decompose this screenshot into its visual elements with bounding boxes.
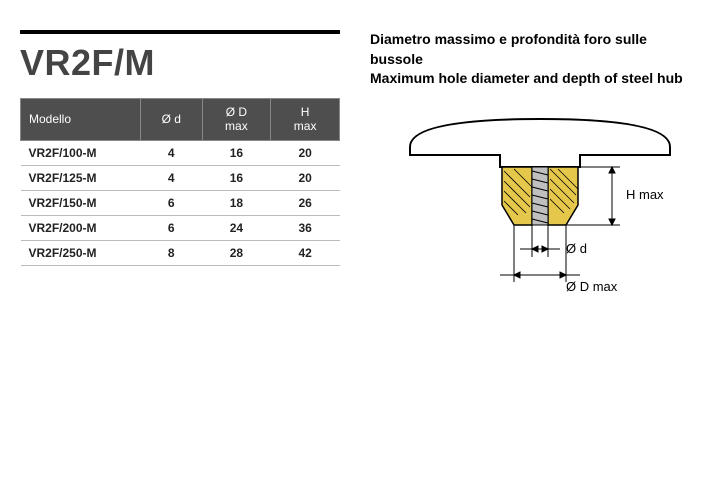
spec-table: Modello Ø d Ø Dmax Hmax VR2F/100-M41620V… <box>20 98 340 266</box>
col-H: Hmax <box>271 99 340 141</box>
cell-value: 26 <box>271 190 340 215</box>
cell-model: VR2F/125-M <box>21 165 141 190</box>
description-en: Maximum hole diameter and depth of steel… <box>370 69 700 89</box>
cell-value: 28 <box>202 240 271 265</box>
table-row: VR2F/150-M61826 <box>21 190 340 215</box>
product-model-title: VR2F/M <box>20 42 340 84</box>
cell-value: 6 <box>141 215 203 240</box>
cell-value: 36 <box>271 215 340 240</box>
cell-model: VR2F/200-M <box>21 215 141 240</box>
col-D: Ø Dmax <box>202 99 271 141</box>
cell-value: 6 <box>141 190 203 215</box>
cell-value: 4 <box>141 140 203 165</box>
cell-value: 42 <box>271 240 340 265</box>
hub-diagram: H max Ø d Ø D max <box>380 107 700 327</box>
cell-model: VR2F/150-M <box>21 190 141 215</box>
cell-model: VR2F/250-M <box>21 240 141 265</box>
cell-value: 18 <box>202 190 271 215</box>
table-row: VR2F/125-M41620 <box>21 165 340 190</box>
cell-value: 8 <box>141 240 203 265</box>
cell-value: 4 <box>141 165 203 190</box>
table-row: VR2F/200-M62436 <box>21 215 340 240</box>
cell-value: 16 <box>202 165 271 190</box>
cell-value: 20 <box>271 140 340 165</box>
col-model: Modello <box>21 99 141 141</box>
label-d: Ø d <box>566 241 587 256</box>
col-d: Ø d <box>141 99 203 141</box>
label-hmax: H max <box>626 187 664 202</box>
table-row: VR2F/250-M82842 <box>21 240 340 265</box>
description-it: Diametro massimo e profondità foro sulle… <box>370 30 700 69</box>
cell-value: 24 <box>202 215 271 240</box>
cell-value: 16 <box>202 140 271 165</box>
cell-value: 20 <box>271 165 340 190</box>
table-row: VR2F/100-M41620 <box>21 140 340 165</box>
cell-model: VR2F/100-M <box>21 140 141 165</box>
label-Dmax: Ø D max <box>566 279 618 294</box>
